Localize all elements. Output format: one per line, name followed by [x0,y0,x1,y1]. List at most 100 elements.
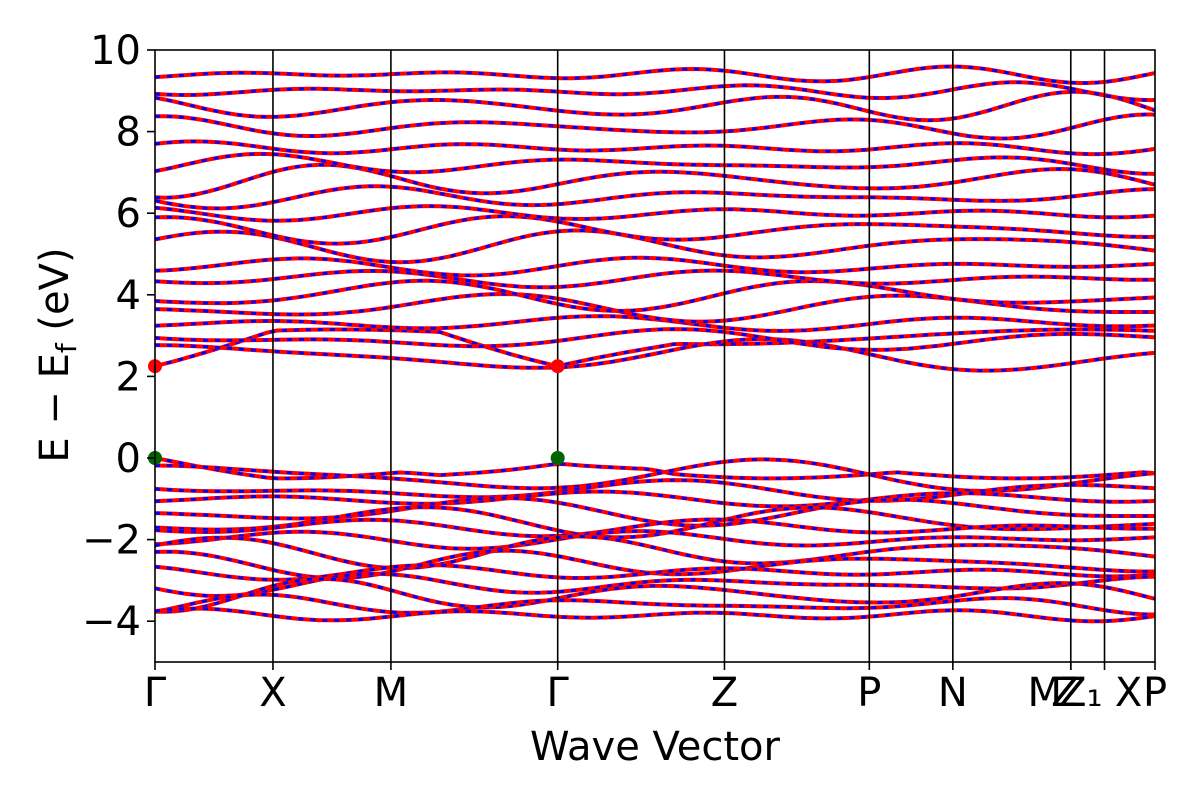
band-line-spin-down [1070,113,1155,130]
band-line-spin-down [1070,309,1155,314]
band-line-spin-down [1070,323,1155,328]
y-axis-label: E − Ef (eV) [32,247,83,462]
band-line-spin-down [154,114,1072,141]
band-line-spin-down [1070,524,1155,531]
y-axis-label-unit: (eV) [32,247,78,343]
band-line-spin-down [154,529,1071,551]
band-line-spin-down [1070,231,1155,239]
x-tick-label: P [1143,670,1167,716]
y-tick-label: 10 [90,28,141,74]
band-line-spin-down [1070,535,1156,542]
cbm-marker [550,359,565,374]
y-tick-label: 0 [116,436,141,482]
vbm-marker [550,451,565,465]
band-line-spin-down [1070,498,1156,504]
band-line-spin-up [154,571,1072,599]
x-tick-label: M [374,670,409,716]
band-line-spin-down [154,505,1071,539]
y-tick-label: 2 [116,354,141,400]
band-line-spin-down [1070,565,1156,573]
band-line-spin-down [1070,546,1156,559]
band-lines [154,64,1156,624]
band-line-spin-down [1070,162,1155,176]
y-tick-label: 8 [116,110,141,156]
band-line-spin-down [1070,276,1155,282]
band-line-spin-down [154,80,1072,100]
band-line-spin-down [154,269,1071,289]
y-axis-label-sub: f [50,342,83,353]
band-line-spin-up [154,592,1072,615]
band-line-spin-down [1070,614,1156,623]
band-line-spin-down [154,64,1071,85]
band-line-spin-up [154,255,1071,278]
band-line-spin-down [154,90,1071,122]
y-tick-label: −4 [82,599,141,645]
band-line-spin-down [154,457,1072,493]
x-tick-label: P [857,670,881,716]
x-tick-label: Γ [144,670,167,716]
band-line-spin-down [1070,513,1155,518]
band-line-spin-down [154,563,1071,582]
band-line-spin-down [154,328,1071,368]
band-line-spin-down [154,577,1071,614]
band-line-spin-down [154,214,1071,246]
band-line-spin-down [154,314,1071,333]
x-tick-label: M [1028,670,1063,716]
band-line-spin-down [154,478,1071,503]
y-tick-label: −2 [82,518,141,564]
band-line-spin-down [1070,471,1156,486]
band-line-spin-up [154,151,1072,175]
band-line-spin-down [154,517,1071,538]
x-tick-label: N [938,670,968,716]
band-line-spin-down [154,606,1071,622]
band-line-spin-down [1070,328,1156,333]
x-tick-label: Z [1051,670,1078,716]
band-line-spin-down [1070,187,1155,199]
band-line-spin-down [1070,581,1156,601]
plot-frame [154,49,1156,663]
band-line-spin-down [154,256,1071,277]
band-line-spin-down [154,496,1071,528]
band-line-spin-up [154,184,1072,211]
x-tick-label: X [1115,670,1142,716]
band-line-spin-down [154,327,1071,352]
kpath-vertical-lines [272,50,1106,662]
x-axis-label: Wave Vector [530,724,781,770]
band-line-spin-down [1070,351,1156,365]
band-line-spin-down [1070,262,1155,269]
band-line-spin-down [1070,470,1156,479]
x-tick-label: Z₁ [1059,670,1102,716]
band-line-spin-down [1070,573,1156,578]
band-line-spin-down [1070,147,1156,156]
x-tick-label: Z [711,670,738,716]
x-tick-label: Γ [547,670,570,716]
svg-text:E − Ef (eV): E − Ef (eV) [32,247,83,462]
band-line-spin-down [154,490,1071,508]
band-line-spin-up [154,268,1071,290]
band-line-spin-down [154,279,1071,313]
special-point-markers [148,359,565,465]
band-line-spin-up [154,278,1071,313]
y-axis-ticks: −4 −2 0 2 4 6 8 10 [82,28,155,645]
x-tick-label: X [259,670,286,716]
band-line-spin-down [1070,603,1155,616]
band-line-spin-down [154,337,1072,373]
band-line-spin-down [1070,167,1156,187]
y-tick-label: 4 [116,273,141,319]
band-line-spin-down [1070,332,1156,339]
band-line-spin-down [1070,71,1156,85]
band-line-spin-up [154,548,1071,581]
band-line-spin-down [154,549,1071,580]
band-line-spin-down [1070,295,1156,303]
band-line-spin-up [154,534,1071,571]
band-line-spin-down [1070,87,1155,102]
band-line-spin-down [154,456,1071,480]
band-line-spin-down [1070,214,1156,219]
band-line-spin-down [1070,240,1156,253]
y-tick-label: 6 [116,191,141,237]
band-line-spin-down [154,163,1071,200]
band-line-spin-down [154,139,1071,155]
band-line-spin-up [154,162,1071,200]
